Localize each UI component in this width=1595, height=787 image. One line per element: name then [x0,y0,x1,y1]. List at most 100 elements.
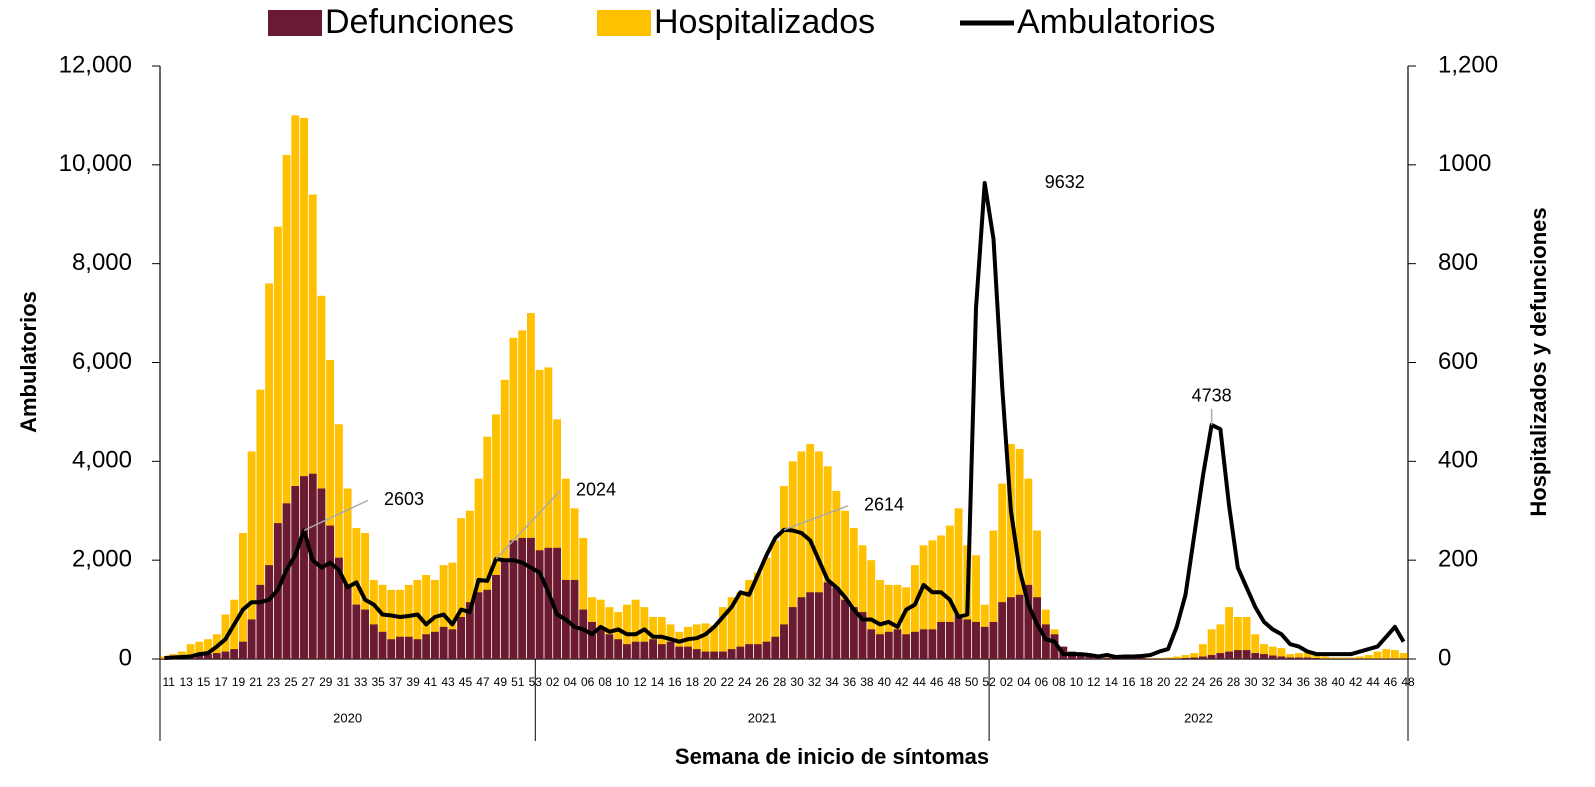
x-tick-label: 40 [1332,675,1346,689]
annotation: 2024 [576,480,616,500]
x-tick-label: 13 [180,675,194,689]
x-tick-label: 42 [1349,675,1363,689]
x-tick-label: 35 [372,675,386,689]
bar [422,634,430,659]
annotation: 9632 [1045,172,1085,192]
bar [1225,607,1233,659]
x-tick-label: 18 [1140,675,1154,689]
y-tick-label: 4,000 [72,447,132,474]
chart: Semana de inicio de síntomas Ambulatorio… [0,0,1595,782]
y2-axis-title: Hospitalizados y defunciones [1526,207,1551,516]
bar [1269,656,1277,659]
bar [1182,658,1190,659]
bar [230,649,238,659]
x-tick-label: 02 [1000,675,1014,689]
x-tick-label: 42 [895,675,909,689]
annotation: 2614 [864,495,904,515]
bar [239,533,247,659]
bar [1251,653,1259,659]
bar [754,644,762,659]
bar [309,474,317,659]
x-tick-label: 22 [1174,675,1188,689]
x-tick-label: 39 [406,675,420,689]
bar [405,637,413,659]
bar [911,632,919,659]
bar [894,629,902,659]
bar [527,538,535,659]
bar [771,637,779,659]
bar [1208,629,1216,659]
x-tick-label: 30 [790,675,804,689]
legend-label: Ambulatorios [1017,3,1215,41]
bar [623,644,631,659]
bar [990,622,998,659]
bar [457,617,465,659]
x-tick-label: 14 [651,675,665,689]
bar [963,619,971,659]
bar [1295,658,1303,659]
y2-tick-label: 1000 [1438,150,1491,177]
bar [1278,657,1286,659]
x-tick-label: 40 [878,675,892,689]
legend-swatch [597,10,651,36]
bar [396,637,404,659]
bar [300,476,308,659]
x-tick-label: 46 [1384,675,1398,689]
bar [475,592,483,659]
bar [806,592,814,659]
y2-tick-label: 200 [1438,546,1478,573]
x-tick-label: 44 [913,675,927,689]
bar [483,590,491,659]
x-tick-label: 44 [1366,675,1380,689]
bar [1016,595,1024,659]
x-tick-label: 33 [354,675,368,689]
bar [387,639,395,659]
bar [1190,658,1198,659]
x-tick-label: 28 [773,675,787,689]
x-tick-label: 48 [948,675,962,689]
bar [440,627,448,659]
bar [789,607,797,659]
x-tick-label: 38 [860,675,874,689]
x-tick-label: 26 [1209,675,1223,689]
x-tick-label: 31 [337,675,351,689]
bar [344,585,352,659]
x-tick-label: 50 [965,675,979,689]
x-tick-label: 21 [249,675,263,689]
bar [728,649,736,659]
x-tick-label: 32 [1262,675,1276,689]
x-tick-label: 28 [1227,675,1241,689]
x-group-label: 2021 [748,710,777,725]
bar [1260,654,1268,659]
bar [1216,653,1224,659]
bar [649,639,657,659]
y-tick-label: 2,000 [72,546,132,573]
x-tick-label: 43 [441,675,455,689]
bar [702,652,710,659]
bar [1225,652,1233,659]
bar [867,629,875,659]
bar [693,649,701,659]
bar [431,632,439,659]
bar [1400,653,1408,659]
bar [597,629,605,659]
x-tick-label: 19 [232,675,246,689]
bar [719,652,727,659]
x-tick-label: 25 [284,675,298,689]
x-tick-label: 47 [476,675,490,689]
x-tick-label: 51 [511,675,525,689]
bar [684,647,692,659]
bar [1382,649,1390,659]
y2-tick-label: 800 [1438,249,1478,276]
x-tick-label: 22 [721,675,735,689]
bar [265,565,273,659]
bar [946,622,954,659]
bar [1304,658,1312,659]
bar [536,550,544,659]
bar [501,560,509,659]
bar [1234,650,1242,659]
y2-tick-label: 600 [1438,348,1478,375]
bar [222,652,230,659]
y2-tick-label: 0 [1438,644,1451,671]
x-tick-label: 17 [214,675,228,689]
